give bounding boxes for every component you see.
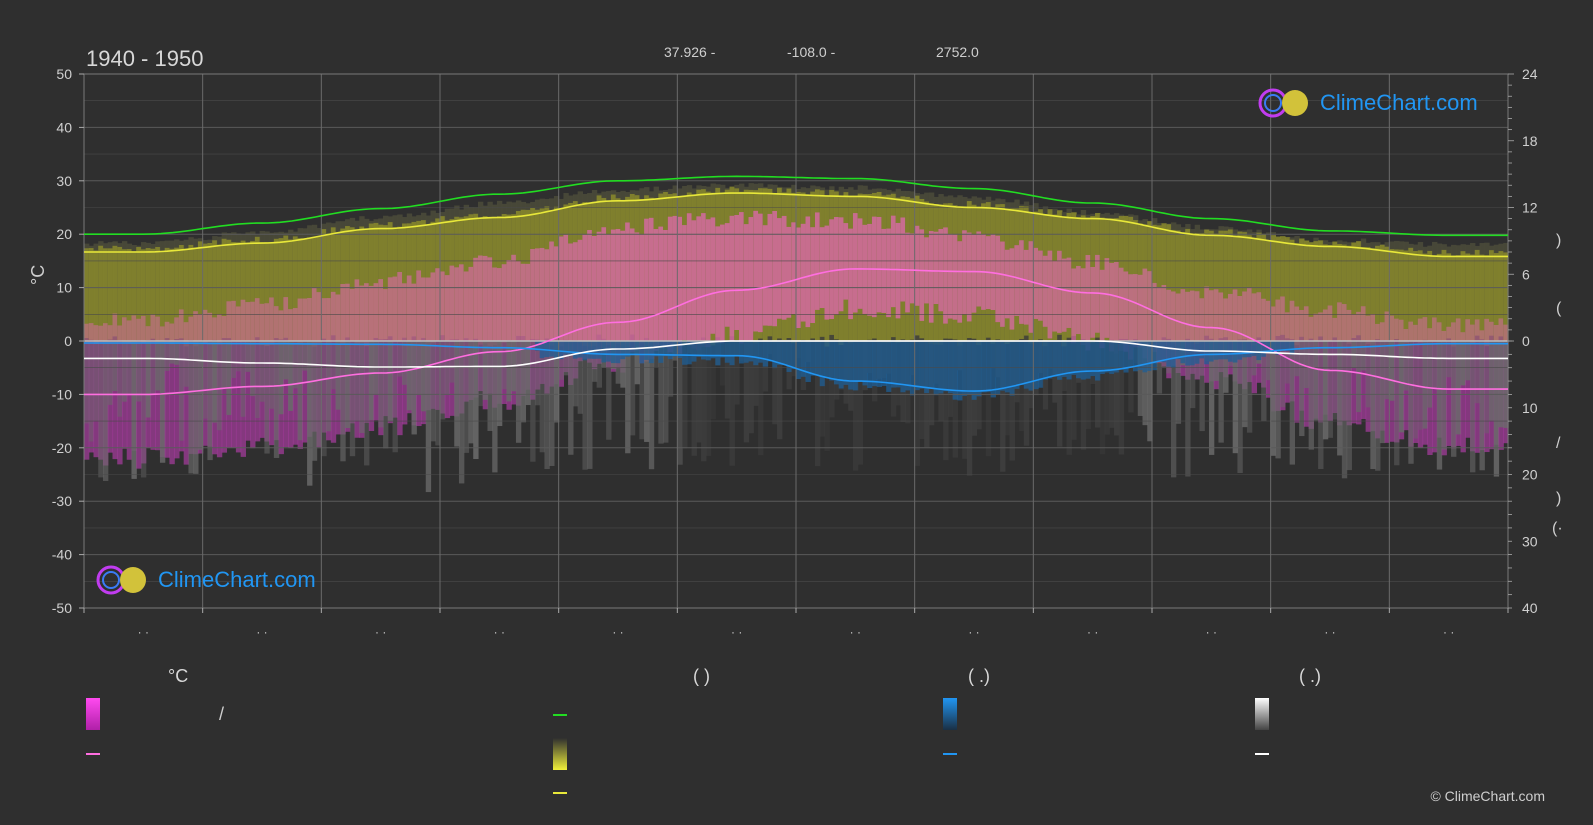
right-bottom-tick-label: 10 bbox=[1522, 400, 1538, 416]
left-tick-label: 0 bbox=[64, 333, 72, 349]
climechart-logo-icon bbox=[1258, 88, 1308, 118]
month-tick-label: · · bbox=[138, 625, 149, 639]
left-tick-label: 20 bbox=[56, 226, 72, 242]
logo-text: ClimeChart.com bbox=[158, 567, 316, 592]
left-tick-label: 50 bbox=[56, 66, 72, 82]
legend-daylight-swatch bbox=[553, 714, 567, 716]
legend-snow-header: ( .) bbox=[1299, 666, 1321, 686]
latitude-label: 37.926 - bbox=[664, 44, 716, 60]
rain-line bbox=[84, 342, 1508, 392]
legend-rain-band-swatch bbox=[943, 698, 957, 730]
legend-daylight-header: ( ) bbox=[693, 666, 710, 686]
right-axis-label-4: ) bbox=[1556, 490, 1562, 507]
series-layer bbox=[84, 175, 1508, 396]
right-axis-ticks: 24 18 12 6 0 10 20 30 40 bbox=[1508, 66, 1538, 616]
daylight-line bbox=[84, 175, 1508, 237]
month-tick-label: · · bbox=[850, 625, 861, 639]
legend-sunshine-swatch bbox=[553, 792, 567, 794]
month-tick-label: · · bbox=[256, 625, 267, 639]
copyright: © ClimeChart.com bbox=[1430, 788, 1545, 804]
left-axis-unit: °C bbox=[28, 264, 48, 285]
right-top-tick-label: 6 bbox=[1522, 266, 1530, 282]
elevation-label: 2752.0 bbox=[936, 44, 979, 60]
left-tick-label: 10 bbox=[56, 280, 72, 296]
sunshine-line bbox=[84, 192, 1508, 258]
legend-snow-band-swatch bbox=[1255, 698, 1269, 730]
right-top-tick-label: 24 bbox=[1522, 66, 1538, 82]
right-bottom-tick-label: 20 bbox=[1522, 467, 1538, 483]
legend-rain-header: ( .) bbox=[968, 666, 990, 686]
month-tick-label: · · bbox=[1087, 625, 1098, 639]
left-tick-label: -20 bbox=[52, 440, 72, 456]
right-axis-label-2: ( bbox=[1556, 300, 1562, 317]
right-axis-label-3: / bbox=[1556, 435, 1561, 452]
left-tick-label: 40 bbox=[56, 119, 72, 135]
right-bottom-tick-label: 40 bbox=[1522, 600, 1538, 616]
left-tick-label: 30 bbox=[56, 173, 72, 189]
month-tick-label: · · bbox=[968, 625, 979, 639]
right-top-tick-label: 0 bbox=[1522, 333, 1530, 349]
legend-snow-swatch bbox=[1255, 753, 1269, 755]
logo-text: ClimeChart.com bbox=[1320, 90, 1478, 115]
left-tick-label: -50 bbox=[52, 600, 72, 616]
month-tick-label: · · bbox=[1324, 625, 1335, 639]
legend-temperature-header: °C bbox=[168, 666, 189, 686]
temp_mean-line bbox=[84, 268, 1508, 396]
month-tick-label: · · bbox=[494, 625, 505, 639]
right-axis-label-5: (· bbox=[1552, 520, 1563, 537]
month-tick-label: · · bbox=[731, 625, 742, 639]
legend-sunshine-band-swatch bbox=[553, 738, 567, 770]
right-bottom-tick-label: 30 bbox=[1522, 533, 1538, 549]
right-top-tick-label: 18 bbox=[1522, 133, 1538, 149]
month-tick-label: · · bbox=[375, 625, 386, 639]
legend-temp-mean-swatch bbox=[86, 753, 100, 755]
legend-slash: / bbox=[219, 704, 225, 724]
right-axis-label-1: ) bbox=[1556, 232, 1562, 249]
left-axis-ticks: 50 40 30 20 10 0 -10 -20 -30 -40 -50 bbox=[52, 66, 84, 616]
snow-line bbox=[84, 340, 1508, 368]
left-tick-label: -10 bbox=[52, 386, 72, 402]
legend-rain-swatch bbox=[943, 753, 957, 755]
month-tick-label: · · bbox=[1443, 625, 1454, 639]
logo-top[interactable]: ClimeChart.com bbox=[1258, 88, 1478, 118]
month-tick-label: · · bbox=[612, 625, 623, 639]
longitude-label: -108.0 - bbox=[787, 44, 836, 60]
period-title: 1940 - 1950 bbox=[86, 46, 204, 71]
left-tick-label: -30 bbox=[52, 493, 72, 509]
right-top-tick-label: 12 bbox=[1522, 200, 1538, 216]
legend-temp-range-swatch bbox=[86, 698, 100, 730]
logo-bottom[interactable]: ClimeChart.com bbox=[96, 565, 316, 595]
month-ticks: · · · · · · · · · · · · · · · · · · · · · · · · bbox=[83, 608, 1509, 639]
left-tick-label: -40 bbox=[52, 547, 72, 563]
month-tick-label: · · bbox=[1206, 625, 1217, 639]
climechart-logo-icon bbox=[96, 565, 146, 595]
grid-lines bbox=[83, 73, 1509, 609]
